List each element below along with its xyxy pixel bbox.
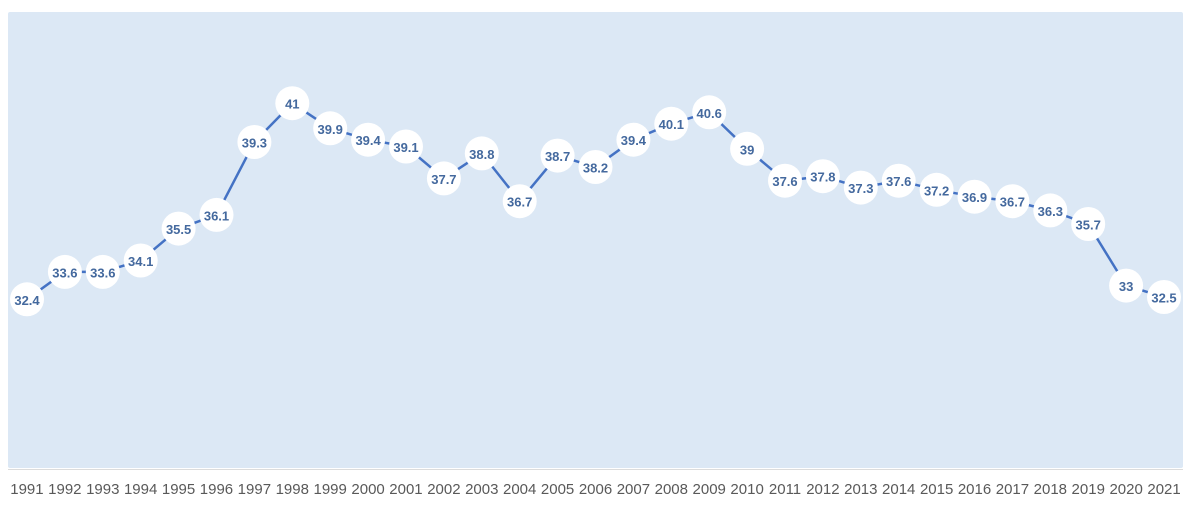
x-tick-label: 2003 xyxy=(465,481,499,498)
x-tick-label: 2010 xyxy=(730,481,764,498)
x-tick-label: 2011 xyxy=(768,481,802,498)
x-tick-label: 1994 xyxy=(123,481,158,498)
x-tick-label: 2002 xyxy=(427,481,461,498)
x-axis-tick-labels: 1991 1992 1993 1994 1995 1996 1997 1998 1999 2000… xyxy=(0,481,1192,501)
x-tick-label: 2016 xyxy=(957,481,992,498)
x-tick-label: 2007 xyxy=(616,481,651,498)
x-tick-label: 1992 xyxy=(48,481,82,498)
x-tick-label: 1991 xyxy=(10,481,44,498)
x-tick-label: 2009 xyxy=(692,481,726,498)
x-tick-label: 2001 xyxy=(389,481,423,498)
x-tick-label: 1999 xyxy=(313,481,347,498)
x-tick-label: 2012 xyxy=(806,481,840,498)
x-tick-label: 2005 xyxy=(540,481,575,498)
x-tick-label: 2000 xyxy=(351,481,385,498)
x-tick-label: 1996 xyxy=(199,481,234,498)
x-tick-label: 2004 xyxy=(503,481,537,498)
x-tick-label: 2015 xyxy=(919,481,954,498)
x-tick-label: 1997 xyxy=(237,481,272,498)
x-tick-label: 1993 xyxy=(86,481,120,498)
x-tick-label: 2014 xyxy=(882,481,916,498)
x-tick-label: 1995 xyxy=(161,481,196,498)
x-tick-label: 2008 xyxy=(654,481,688,498)
x-tick-label: 2013 xyxy=(844,481,878,498)
x-tick-label: 2006 xyxy=(578,481,613,498)
x-tick-label: 2021 xyxy=(1147,481,1181,498)
x-tick-label: 2018 xyxy=(1033,481,1068,498)
x-axis-line xyxy=(8,469,1183,470)
plot-area xyxy=(8,12,1183,468)
x-tick-label: 1998 xyxy=(275,481,309,498)
x-tick-label: 2019 xyxy=(1071,481,1105,498)
x-tick-label: 2020 xyxy=(1109,481,1143,498)
x-tick-label: 2017 xyxy=(995,481,1030,498)
